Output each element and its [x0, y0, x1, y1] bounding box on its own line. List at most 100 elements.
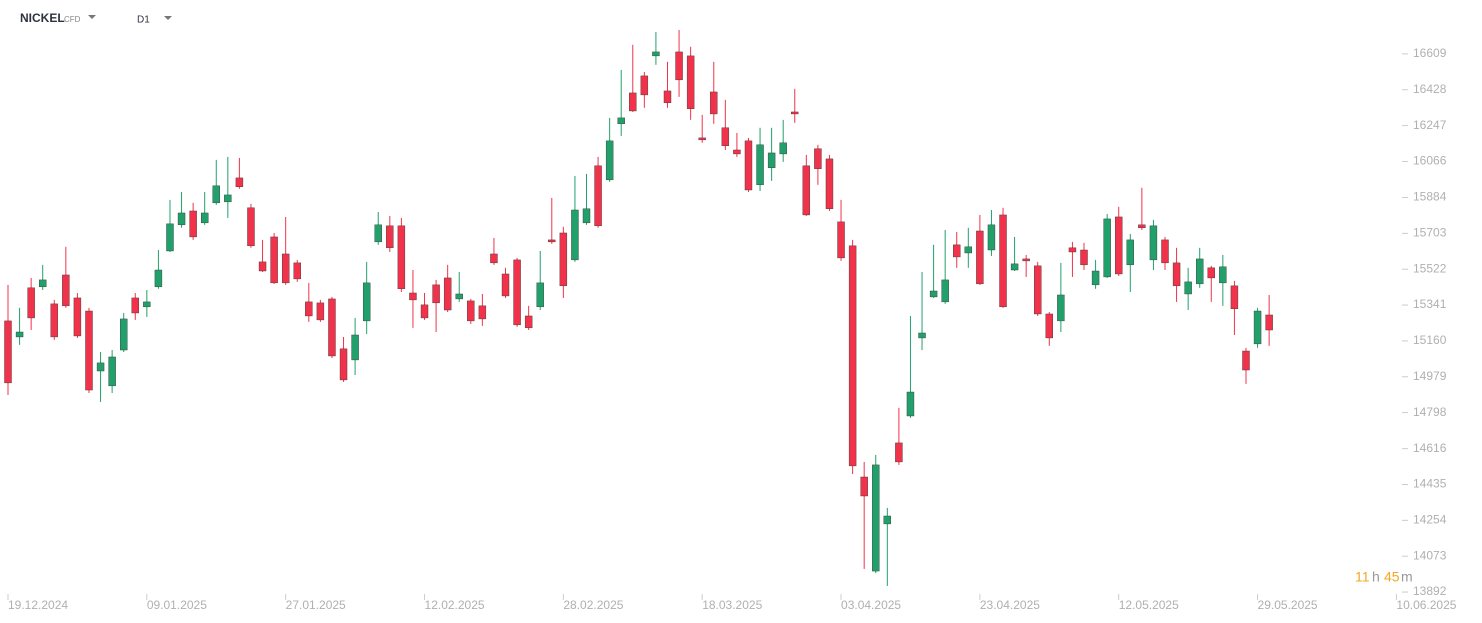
x-tick-label: 18.03.2025	[702, 598, 762, 612]
candle-body	[39, 279, 47, 288]
x-tick-label: 10.06.2025	[1396, 598, 1456, 612]
candle-body	[374, 224, 382, 243]
candle-body	[594, 165, 602, 227]
candle-body	[559, 232, 568, 287]
candle-body	[1115, 216, 1123, 275]
candle-body	[999, 214, 1007, 308]
candle-body	[1265, 314, 1273, 331]
candle-body	[617, 117, 625, 125]
candle-body	[200, 212, 209, 224]
candle-body	[15, 331, 24, 338]
y-tick-label: 14073	[1413, 548, 1447, 562]
y-tick-label: 16066	[1413, 154, 1447, 168]
y-tick-label: 14798	[1413, 405, 1447, 419]
candle-body	[1161, 239, 1169, 264]
candle-body	[420, 304, 429, 319]
candle-body	[212, 185, 220, 204]
candle-body	[605, 140, 614, 181]
candle-body	[1138, 224, 1146, 229]
candle-body	[281, 253, 290, 284]
candle-body	[710, 91, 718, 115]
x-tick-label: 28.02.2025	[563, 598, 623, 612]
countdown: 11 h 45 m	[1355, 569, 1413, 585]
candle-body	[1080, 249, 1088, 266]
x-tick-label: 12.05.2025	[1119, 598, 1179, 612]
candle-body	[1230, 285, 1239, 310]
candle-body	[698, 137, 706, 141]
candle-body	[1057, 294, 1065, 322]
candle-body	[397, 225, 406, 290]
y-tick-label: 15522	[1413, 261, 1447, 275]
candle-body	[1103, 218, 1111, 278]
candle-body	[791, 111, 799, 115]
candle-body	[386, 225, 394, 249]
symbol-dropdown[interactable]	[88, 15, 96, 19]
x-tick-label: 29.05.2025	[1258, 598, 1318, 612]
candle-body	[1172, 262, 1181, 287]
candle-body	[1126, 239, 1134, 266]
candle-body	[721, 127, 730, 147]
timeframe[interactable]: D1	[137, 15, 150, 26]
x-tick-label: 23.04.2025	[980, 598, 1040, 612]
candle-body	[1253, 310, 1262, 345]
candle-body	[686, 55, 695, 109]
y-tick-label: 16247	[1413, 118, 1447, 132]
candle-body	[675, 51, 683, 81]
candle-body	[154, 269, 163, 288]
candle-body	[339, 348, 348, 381]
candle-body	[872, 464, 880, 572]
candle-body	[953, 244, 961, 258]
candle-body	[929, 290, 938, 298]
candle-body	[1196, 258, 1204, 285]
candle-body	[756, 144, 764, 186]
candle-body	[524, 315, 533, 329]
candle-body	[362, 282, 371, 322]
candle-body	[119, 318, 128, 351]
candle-body	[1022, 258, 1030, 262]
candle-body	[1219, 266, 1227, 284]
candle-body	[224, 194, 232, 203]
candle-body	[860, 476, 868, 497]
x-tick-label: 09.01.2025	[147, 598, 207, 612]
candle-body	[85, 310, 93, 391]
candle-body	[478, 305, 487, 320]
candle-body	[1010, 263, 1019, 271]
candle-body	[941, 279, 949, 303]
candle-body	[62, 274, 70, 307]
candle-body	[316, 302, 325, 321]
candle-body	[189, 210, 197, 238]
y-tick-label: 15341	[1413, 297, 1447, 311]
candle-body	[640, 75, 649, 96]
candle-body	[895, 442, 903, 463]
candle-body	[1242, 350, 1250, 371]
x-tick-label: 19.12.2024	[8, 598, 68, 612]
countdown-minutes: 45	[1384, 569, 1400, 585]
candle-body	[1184, 281, 1192, 295]
candle-body	[744, 140, 753, 191]
candle-body	[802, 165, 811, 216]
candle-body	[455, 293, 463, 300]
timeframe-dropdown[interactable]	[164, 16, 172, 20]
candle-body	[247, 207, 255, 247]
candle-body	[976, 230, 984, 285]
x-tick-label: 27.01.2025	[286, 598, 346, 612]
candle-body	[848, 245, 857, 467]
candle-body	[108, 356, 116, 387]
y-tick-label: 15160	[1413, 333, 1447, 347]
candle-body	[906, 391, 915, 417]
y-tick-label: 15703	[1413, 226, 1447, 240]
y-tick-label: 16609	[1413, 46, 1447, 60]
symbol[interactable]: NICKEL	[20, 11, 65, 25]
candle-body	[270, 236, 278, 284]
candle-body	[235, 177, 244, 188]
candle-body	[1068, 247, 1077, 253]
y-tick-label: 14435	[1413, 477, 1447, 491]
candle-body	[883, 515, 892, 525]
candle-body	[767, 152, 776, 168]
candle-body	[837, 221, 845, 259]
candle-body	[143, 301, 151, 308]
candle-body	[27, 287, 35, 319]
y-tick-label: 16428	[1413, 82, 1447, 96]
candle-body	[50, 303, 58, 338]
candle-body	[652, 51, 660, 57]
